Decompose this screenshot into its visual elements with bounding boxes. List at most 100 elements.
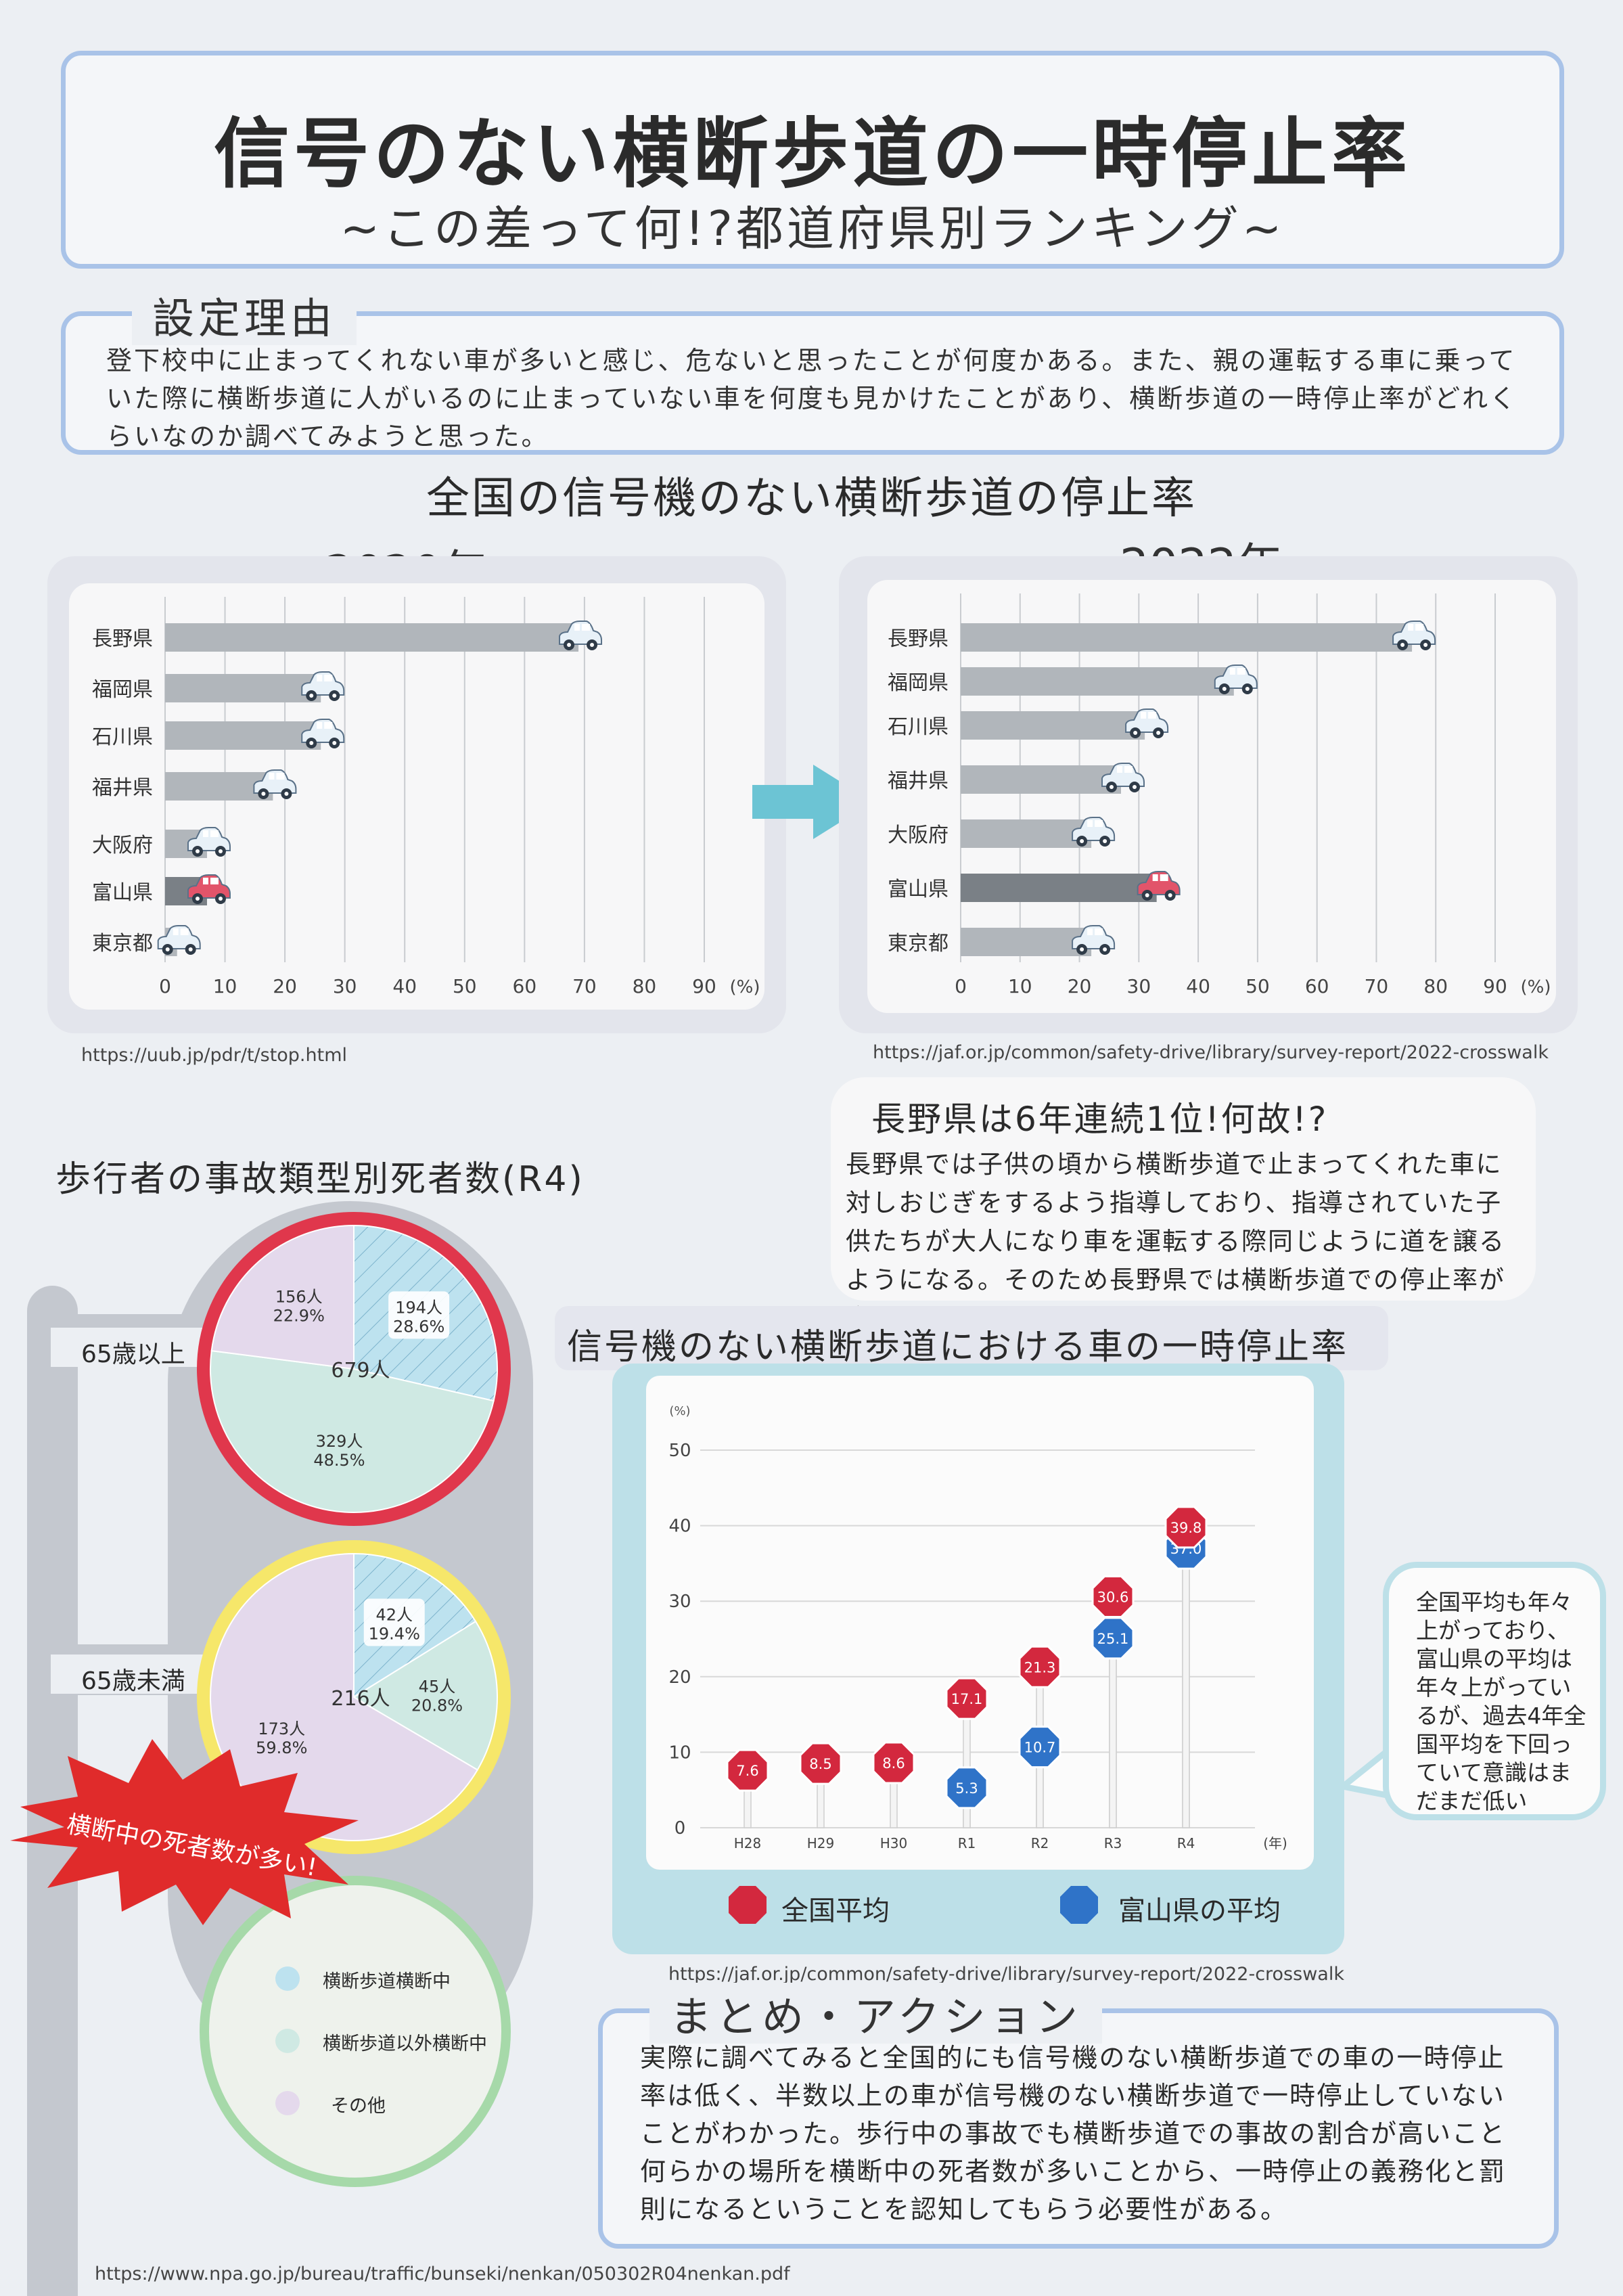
- category-label: 石川県: [92, 725, 153, 749]
- data-label: 10.7: [1024, 1740, 1056, 1756]
- x-unit-label: (%): [730, 977, 760, 997]
- toyama-marker: [945, 1766, 988, 1809]
- page-subtitle: ~この差って何!?都道府県別ランキング~: [340, 201, 1285, 256]
- legend-label-crosswalk: 横断歩道横断中: [323, 1971, 451, 1992]
- pie-slice-pct: 22.9%: [273, 1307, 325, 1326]
- pie-slice-count: 173人: [258, 1719, 305, 1738]
- pie-slice-pct: 48.5%: [313, 1451, 365, 1470]
- national-marker: [1018, 1645, 1061, 1688]
- pie-total: 216人: [331, 1687, 390, 1711]
- title-box: 信号のない横断歩道の一時停止率 ~この差って何!?都道府県別ランキング~: [61, 51, 1564, 269]
- bar-chart-2020-source[interactable]: https://uub.jp/pdr/t/stop.html: [81, 1045, 348, 1066]
- bar-chart-2022-source[interactable]: https://jaf.or.jp/common/safety-drive/li…: [873, 1042, 1549, 1063]
- data-label: 25.1: [1097, 1631, 1129, 1647]
- y-unit-label: (%): [669, 1404, 690, 1418]
- category-label: 大阪府: [888, 824, 948, 847]
- pie-slice-pct: 19.4%: [369, 1625, 420, 1644]
- car-icon: [301, 671, 345, 701]
- x-tick-label: 20: [1068, 975, 1092, 997]
- bubble-tail: [1343, 1746, 1394, 1800]
- y-tick-label: 10: [668, 1742, 691, 1763]
- summary-box: 実際に調べてみると全国的にも信号機のない横断歩道での車の一時停止率は低く、半数以…: [598, 2008, 1559, 2249]
- toyama-marker: [1091, 1617, 1135, 1660]
- nagano-heading: 長野県は6年連続1位!何故!?: [871, 1100, 1329, 1139]
- car-icon: [1214, 665, 1258, 694]
- x-tick-label: 50: [453, 975, 477, 997]
- pie-ring: [197, 1540, 511, 1854]
- car-icon: [1392, 621, 1436, 650]
- line-chart: (%) 0 10 20 30 40 50 H28 H29 H30 R1 R2 R3 R4 (年) 5.3 10.…: [668, 1404, 1287, 1851]
- car-icon: [187, 827, 231, 857]
- car-icon: [301, 719, 345, 748]
- national-marker: [1091, 1575, 1135, 1619]
- pie-slice-pct: 28.6%: [393, 1317, 444, 1336]
- bar: [961, 819, 1092, 848]
- pie-slice-pct: 59.8%: [256, 1738, 307, 1757]
- y-tick-label: 20: [668, 1667, 691, 1688]
- x-tick-label: 30: [1127, 975, 1151, 997]
- category-label: 大阪府: [92, 834, 153, 857]
- national-section-title: 全国の信号機のない横断歩道の停止率: [426, 474, 1197, 524]
- x-tick-label: H29: [807, 1835, 835, 1851]
- x-tick-label: 60: [513, 975, 537, 997]
- x-tick-label: 80: [1423, 975, 1448, 997]
- data-label: 7.6: [736, 1763, 758, 1779]
- legend-national-label: 全国平均: [781, 1895, 890, 1927]
- pie-slice: [210, 1224, 355, 1370]
- x-tick-label: 40: [1186, 975, 1210, 997]
- category-label: 富山県: [888, 878, 948, 901]
- pie-slice-pct: 20.8%: [411, 1696, 463, 1715]
- category-label: 福岡県: [92, 678, 153, 702]
- x-tick-label: 90: [1483, 975, 1507, 997]
- pie-label-over65: 65歳以上: [51, 1328, 206, 1368]
- bar: [961, 928, 1092, 956]
- x-tick-label: 0: [159, 975, 171, 997]
- x-tick-label: 70: [1365, 975, 1389, 997]
- data-label: 8.6: [882, 1755, 905, 1772]
- national-marker: [726, 1749, 769, 1792]
- reason-text: 登下校中に止まってくれない車が多いと感じ、危ないと思ったことが何度かある。また、…: [106, 346, 1518, 451]
- data-label: 21.3: [1024, 1659, 1056, 1675]
- pie-slice-count: 42人: [375, 1606, 413, 1625]
- line-chart-source[interactable]: https://jaf.or.jp/common/safety-drive/li…: [668, 1964, 1344, 1985]
- category-label: 長野県: [92, 627, 153, 651]
- category-label: 福岡県: [888, 671, 948, 695]
- car-icon: [157, 925, 201, 955]
- bar-chart-2020-panel: 0 10 20 30 40 50 60 70 80 90 (%) 長野県 福岡県 石川県 福井県 大阪府 富山県…: [47, 556, 786, 1033]
- pie-slice-count: 194人: [395, 1298, 442, 1317]
- bar: [165, 623, 579, 652]
- category-label: 富山県: [92, 881, 153, 905]
- x-tick-label: 90: [692, 975, 716, 997]
- bar: [165, 721, 321, 750]
- pie-source[interactable]: https://www.npa.go.jp/bureau/traffic/bun…: [95, 2264, 790, 2284]
- x-tick-label: 80: [633, 975, 657, 997]
- car-icon: [253, 769, 297, 799]
- pie-slice: [352, 1620, 498, 1771]
- x-tick-label: R4: [1177, 1835, 1195, 1851]
- x-tick-label: R1: [958, 1835, 976, 1851]
- category-label: 福井県: [888, 769, 948, 793]
- car-icon: [1072, 925, 1116, 955]
- car-red-icon: [1137, 871, 1181, 901]
- car-icon: [1101, 763, 1145, 792]
- data-label: 17.1: [951, 1691, 983, 1707]
- x-tick-label: 10: [213, 975, 237, 997]
- national-marker: [799, 1742, 842, 1785]
- legend-swatch-other: [275, 2091, 300, 2115]
- x-tick-label: 70: [572, 975, 597, 997]
- sign-pole: [1182, 1527, 1190, 1828]
- nagano-reason-box: 長野県は6年連続1位!何故!? 長野県では子供の頃から横断歩道で止まってくれた車…: [831, 1077, 1536, 1333]
- category-label: 長野県: [888, 627, 948, 651]
- signal-pole: [27, 1286, 78, 2296]
- national-marker: [1164, 1506, 1208, 1549]
- x-tick-label: R3: [1104, 1835, 1122, 1851]
- bar-chart-2020: 0 10 20 30 40 50 60 70 80 90 (%) 長野県福岡県石川県福井県大阪府富山県…: [92, 597, 760, 997]
- legend-national-icon: [729, 1886, 767, 1924]
- x-tick-label: 0: [955, 975, 967, 997]
- bar: [165, 674, 321, 702]
- line-title-bg: [555, 1306, 1388, 1370]
- y-tick-label: 50: [668, 1441, 691, 1461]
- pie-section-title: 歩行者の事故類型別死者数(R4): [55, 1159, 585, 1200]
